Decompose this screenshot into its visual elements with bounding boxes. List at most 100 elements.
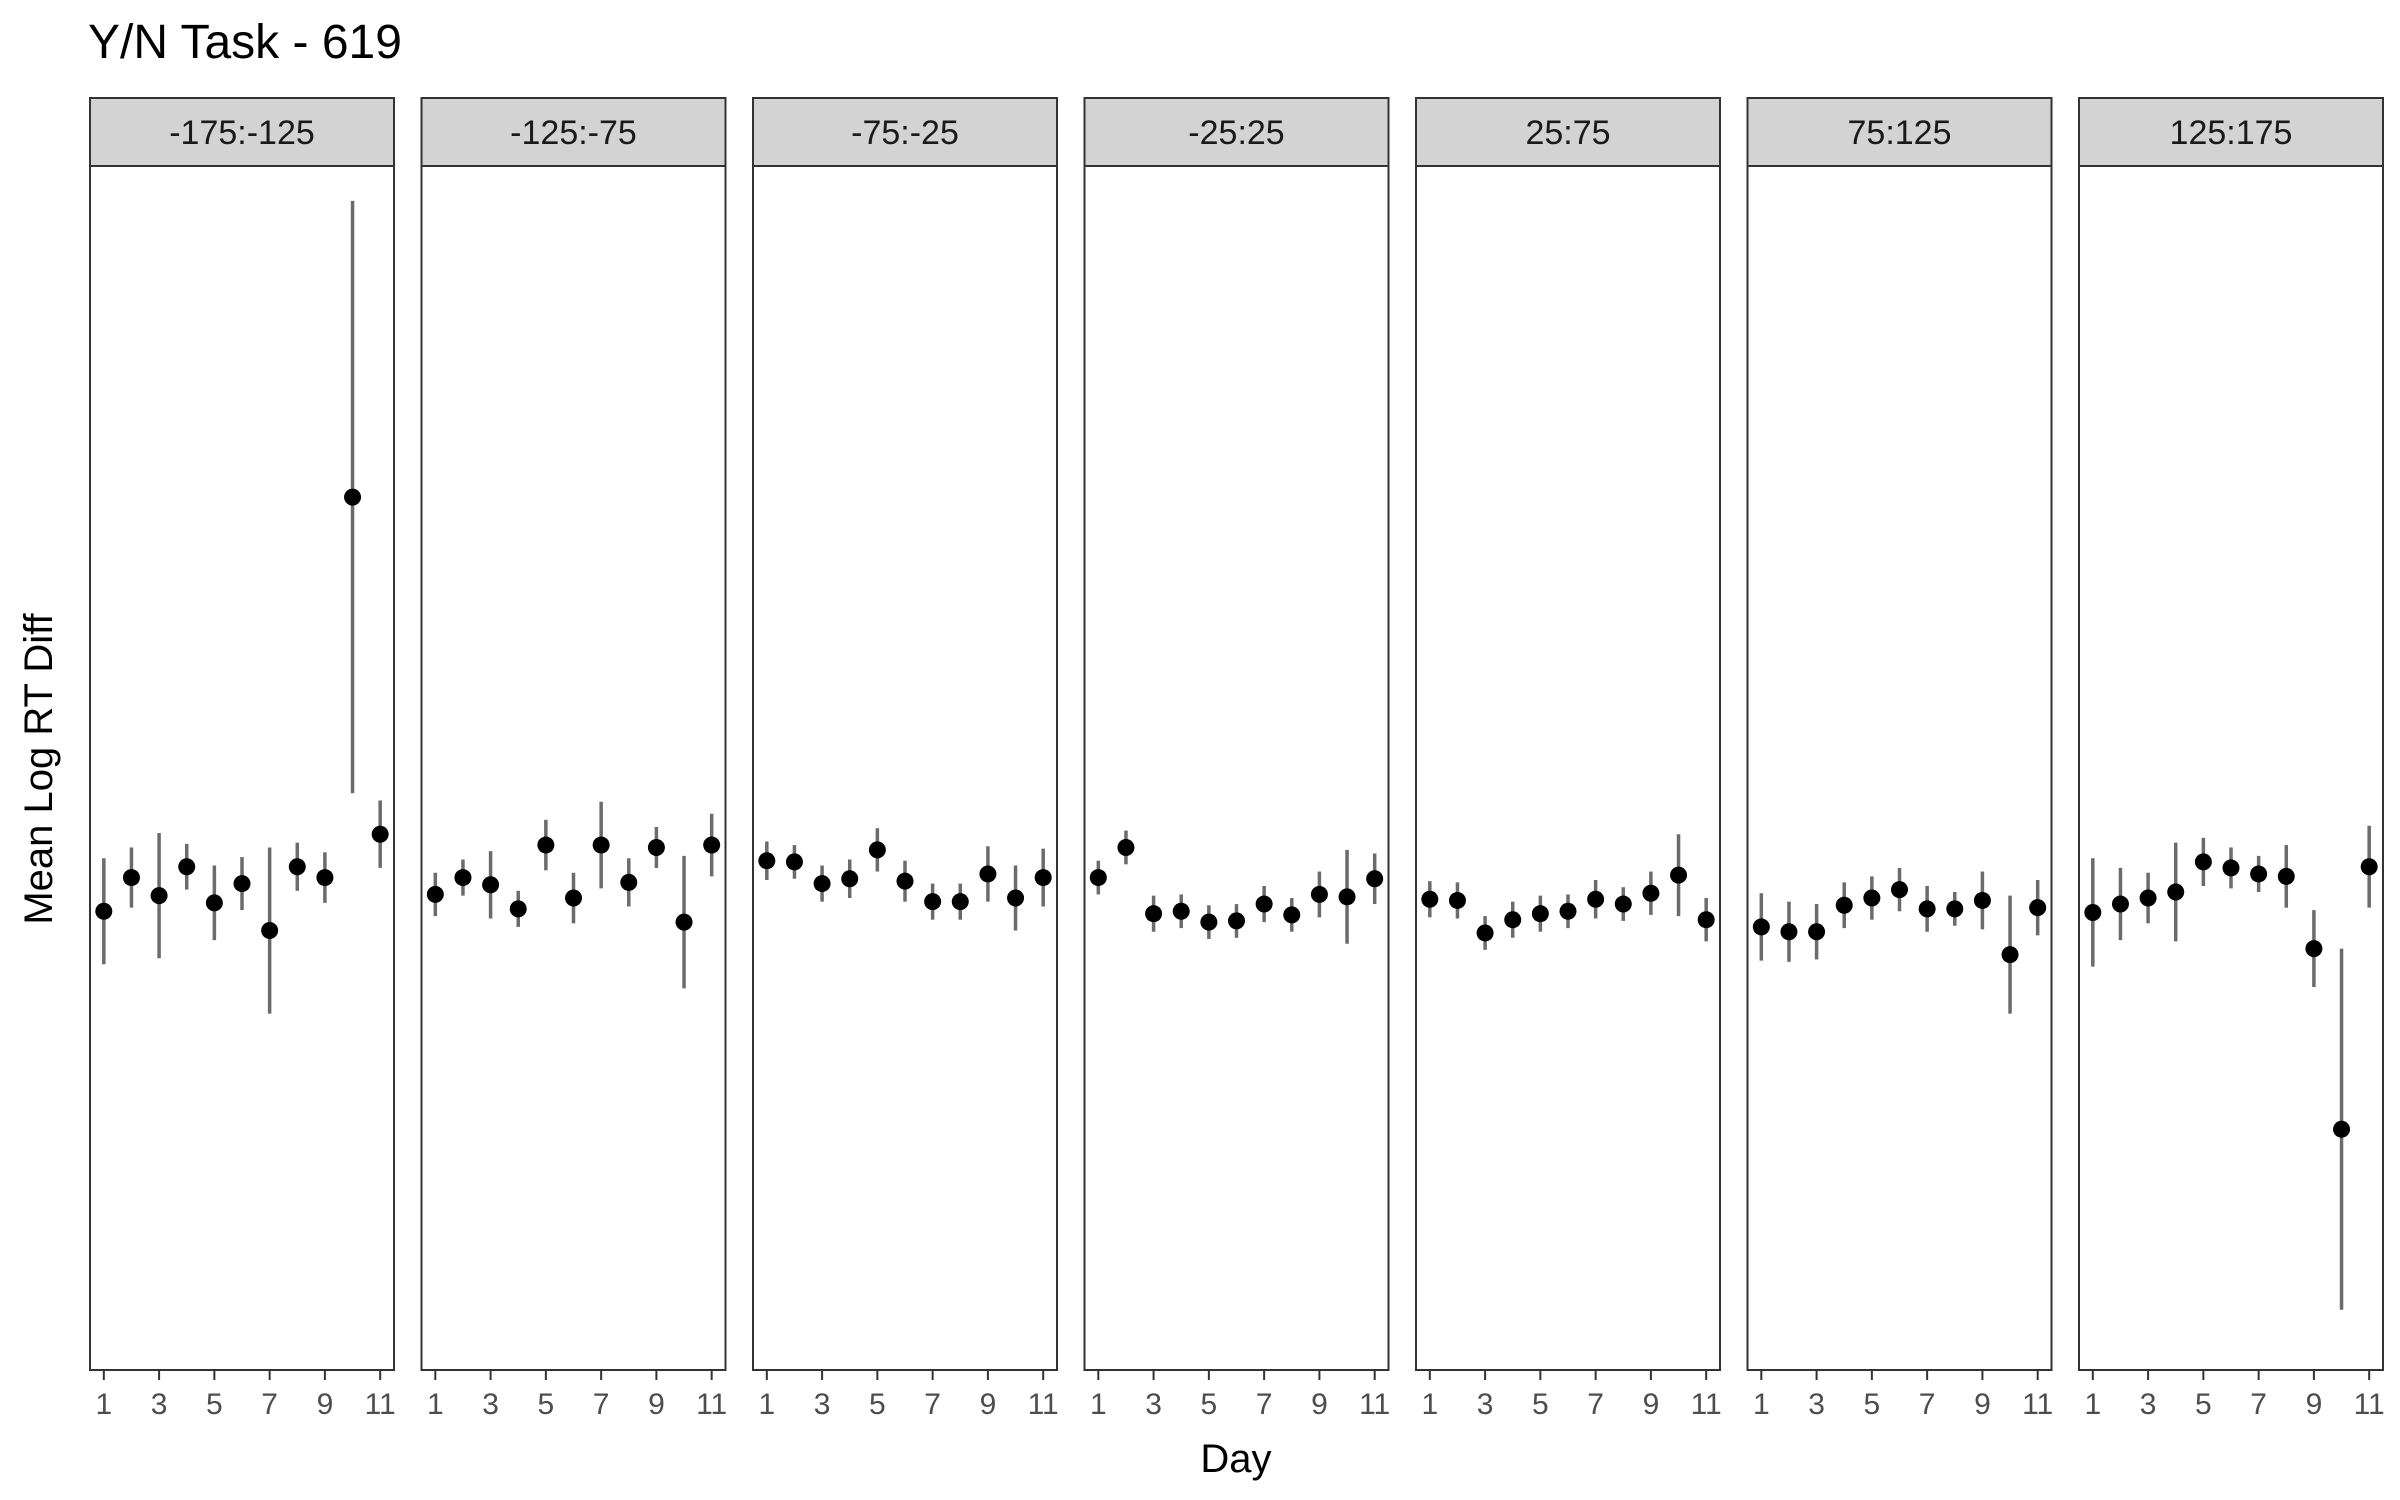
facet-panel: -75:-25 1 3 5 7 9 11: [752, 97, 1059, 1421]
x-tick-label: 3: [151, 1388, 168, 1421]
x-tick-label: 9: [1311, 1388, 1328, 1421]
data-point: [1973, 891, 1991, 909]
data-point: [1670, 866, 1688, 884]
data-point: [288, 858, 306, 876]
data-point: [2084, 903, 2102, 921]
facet-plot-area: [420, 165, 727, 1371]
x-tick-label: 11: [1028, 1388, 1059, 1421]
facet-strip: [2078, 97, 2384, 167]
x-tick-label: 5: [1864, 1388, 1881, 1421]
x-tick-label: 1: [427, 1388, 444, 1421]
data-point: [1559, 902, 1577, 920]
data-point: [620, 873, 638, 891]
x-tick-label: 3: [1808, 1388, 1825, 1421]
facet-panel: -175:-125 1 3 5 7 9 11: [89, 97, 396, 1421]
data-point: [261, 922, 279, 940]
x-tick-label: 7: [2250, 1388, 2267, 1421]
x-tick-label: 5: [538, 1388, 555, 1421]
x-tick-label: 7: [1587, 1388, 1604, 1421]
facet-plot-area: [1083, 165, 1390, 1371]
x-tick-label: 3: [2140, 1388, 2157, 1421]
data-point: [592, 836, 610, 854]
x-tick-label: 9: [648, 1388, 665, 1421]
data-point: [1835, 896, 1853, 914]
data-point: [896, 872, 914, 890]
facet-plot-area: [2078, 165, 2384, 1371]
x-tick-label: 1: [2084, 1388, 2101, 1421]
data-point: [1034, 869, 1052, 887]
data-point: [1697, 911, 1715, 929]
data-point: [841, 870, 859, 888]
facet-plot-area: [1415, 165, 1721, 1371]
x-tick-label: 5: [869, 1388, 886, 1421]
data-point: [813, 875, 831, 893]
data-point: [951, 893, 969, 911]
data-point: [565, 889, 582, 907]
data-point: [2250, 865, 2268, 883]
x-tick-label: 5: [2195, 1388, 2212, 1421]
data-point: [1421, 890, 1439, 908]
data-point: [2001, 946, 2019, 964]
data-point: [1504, 911, 1522, 929]
data-point: [2111, 895, 2129, 913]
x-tick-label: 9: [317, 1388, 334, 1421]
data-point: [1587, 890, 1605, 908]
x-tick-label: 11: [1691, 1388, 1722, 1421]
facet-plot-area: [1746, 165, 2053, 1371]
facet-strip-label: -75:-25: [851, 114, 959, 152]
data-point: [979, 865, 997, 883]
data-point: [2305, 940, 2323, 958]
x-tick-label: 1: [95, 1388, 112, 1421]
data-point: [150, 887, 168, 905]
x-tick-label: 7: [1256, 1388, 1273, 1421]
x-axis-title: Day: [1200, 1437, 1271, 1481]
facet-panel: 125:175 1 3 5 7 9 11: [2078, 97, 2385, 1421]
data-point: [2029, 899, 2047, 917]
data-point: [703, 836, 721, 854]
data-point: [233, 875, 251, 893]
data-point: [371, 825, 389, 843]
facet-strip: [89, 97, 395, 167]
data-point: [1366, 870, 1384, 888]
x-tick-label: 1: [1090, 1388, 1107, 1421]
facet-plot-area: [752, 165, 1058, 1371]
data-point: [509, 900, 527, 918]
data-point: [675, 913, 693, 931]
x-tick-label: 3: [1145, 1388, 1162, 1421]
x-tick-label: 7: [1919, 1388, 1936, 1421]
x-tick-label: 1: [1753, 1388, 1770, 1421]
x-tick-label: 9: [980, 1388, 997, 1421]
data-point: [1531, 905, 1549, 923]
data-point: [1338, 888, 1356, 906]
data-point: [1780, 923, 1798, 941]
data-point: [2194, 853, 2212, 871]
data-point: [1283, 906, 1301, 924]
x-tick-label: 5: [1201, 1388, 1218, 1421]
data-point: [2167, 883, 2185, 901]
x-tick-label: 3: [1477, 1388, 1494, 1421]
data-point: [1117, 838, 1135, 856]
facet-panel: -125:-75 1 3 5 7 9 11: [420, 97, 727, 1421]
data-point: [454, 869, 472, 887]
data-point: [2222, 859, 2240, 877]
data-point: [2360, 858, 2378, 876]
data-point: [205, 894, 223, 912]
data-point: [758, 852, 776, 870]
x-tick-label: 11: [1359, 1388, 1390, 1421]
data-point: [537, 836, 555, 854]
data-point: [1172, 902, 1190, 920]
data-point: [1752, 918, 1770, 936]
facet-strip-label: 75:125: [1848, 114, 1952, 152]
data-point: [316, 869, 334, 887]
data-point: [2139, 889, 2157, 907]
x-tick-label: 7: [261, 1388, 278, 1421]
data-point: [1891, 881, 1908, 899]
data-point: [1863, 889, 1881, 907]
facet-strip-label: -125:-75: [510, 114, 637, 152]
data-point: [1946, 900, 1964, 918]
data-point: [1476, 924, 1494, 942]
facet-panel: 25:75 1 3 5 7 9 11: [1415, 97, 1722, 1421]
x-tick-label: 7: [924, 1388, 941, 1421]
